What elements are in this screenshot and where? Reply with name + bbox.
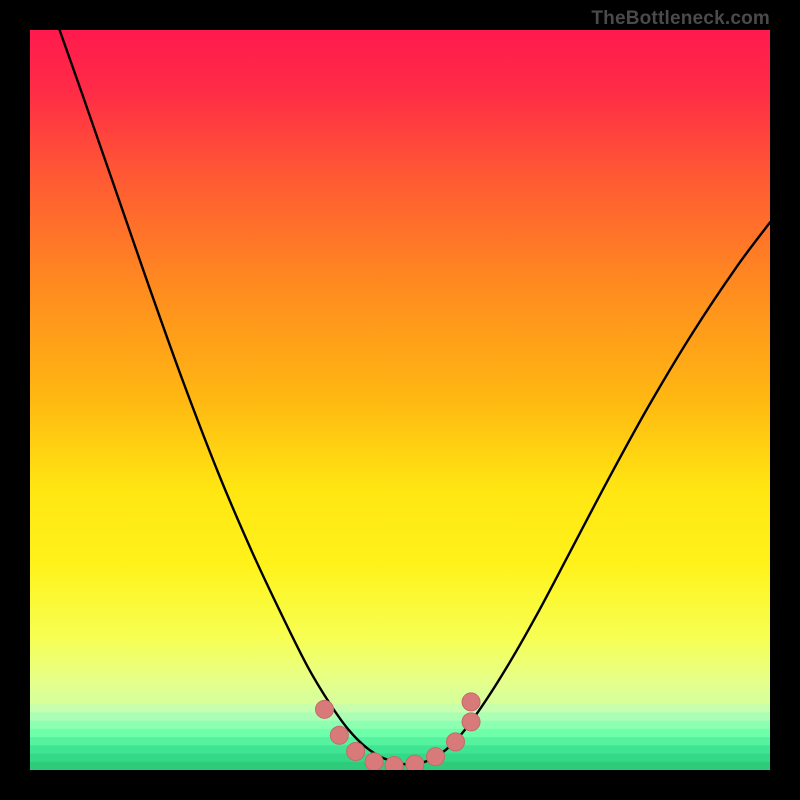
green-band [30,745,770,754]
data-marker [406,755,424,770]
data-marker [347,743,365,761]
watermark-text: TheBottleneck.com [591,8,770,30]
green-band [30,696,770,705]
plot-svg [30,30,770,770]
data-marker [447,733,465,751]
data-marker [427,748,445,766]
green-band [30,737,770,746]
plot-area [30,30,770,770]
green-band [30,721,770,730]
data-marker [462,713,480,731]
green-band [30,704,770,713]
data-marker [365,753,383,770]
green-band [30,729,770,738]
data-marker [462,693,480,711]
data-marker [385,757,403,770]
gradient-background [30,30,770,770]
green-band [30,712,770,721]
data-marker [316,700,334,718]
data-marker [330,726,348,744]
